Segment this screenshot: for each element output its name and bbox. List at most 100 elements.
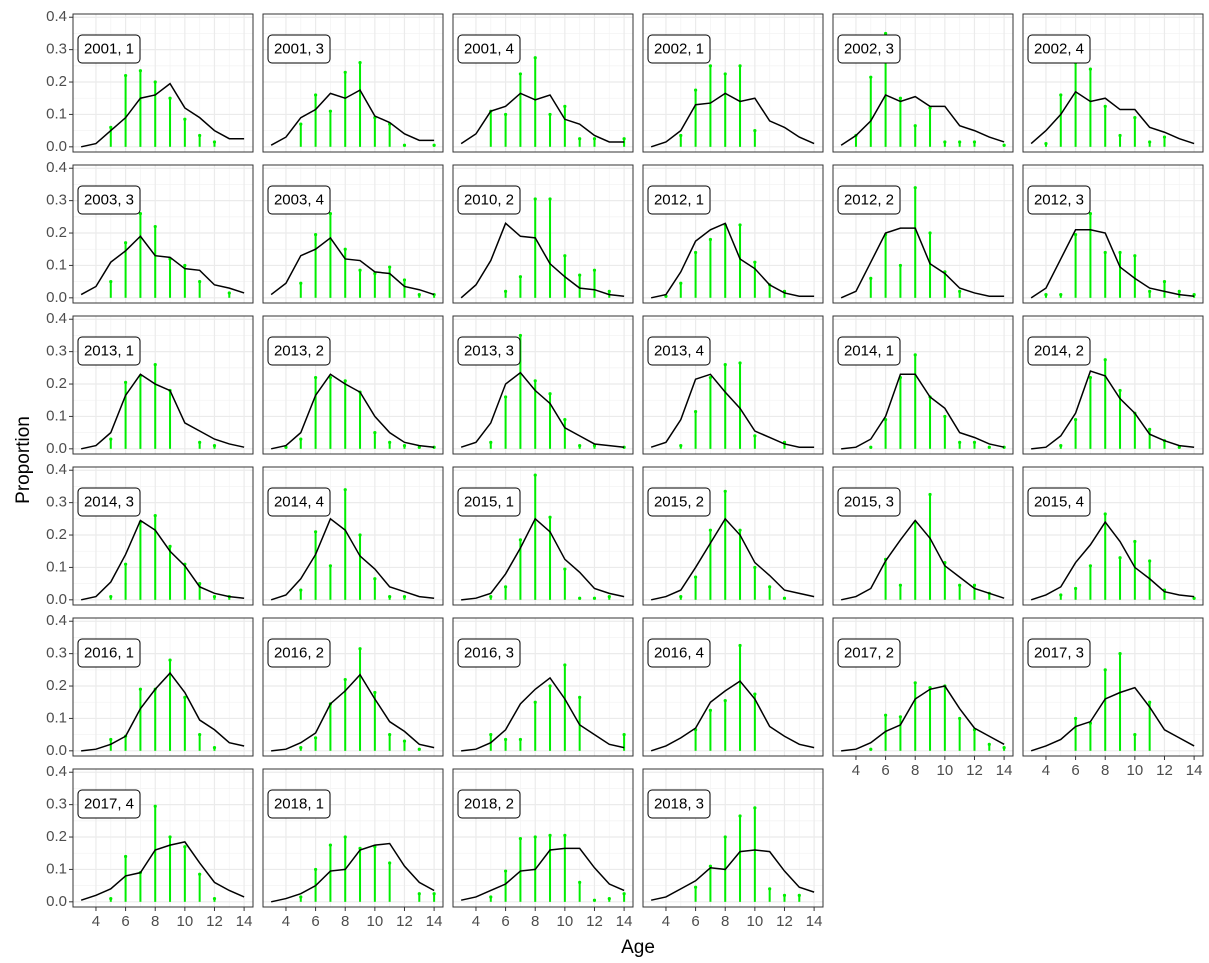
x-tick-label: 6 — [881, 762, 889, 779]
panel-label: 2012, 2 — [844, 191, 894, 208]
spike-tip — [708, 375, 713, 380]
x-tick-label: 4 — [852, 762, 860, 779]
panel: 2017, 3 4 6 8 10 12 14 — [1022, 617, 1204, 779]
panel-border — [72, 768, 254, 908]
y-tick-label: 0.3 — [46, 192, 67, 209]
panel: 2016, 4 — [642, 617, 824, 757]
spike-tip — [1118, 652, 1122, 656]
spike-tip — [958, 140, 962, 144]
panel-border — [262, 13, 444, 153]
spike-tip — [622, 137, 626, 141]
spike-tip — [358, 268, 362, 272]
panel-border — [832, 13, 1014, 153]
panel-border — [452, 466, 634, 606]
expected-line — [80, 373, 245, 450]
panel-border — [642, 617, 824, 757]
spike-tip — [1103, 668, 1107, 672]
panel: 2003, 3 0.0 0.1 0.2 0.3 0.4 — [46, 159, 254, 306]
spike-tip — [432, 143, 436, 147]
spike-tip — [518, 72, 523, 76]
panel-label-box — [457, 34, 521, 64]
spike-tip — [533, 379, 537, 383]
spike-tip — [723, 699, 727, 703]
spike-tip — [109, 594, 113, 599]
panel-label-box — [837, 487, 901, 517]
y-tick-label: 0.1 — [46, 407, 67, 424]
spike-tip — [1148, 140, 1152, 144]
spike-tip — [958, 440, 962, 444]
expected-line — [650, 680, 815, 752]
spike-tip — [913, 124, 917, 128]
expected-line — [840, 94, 1005, 146]
spike-tip — [708, 708, 713, 712]
spike-tip — [1088, 375, 1093, 380]
panel: 2014, 1 — [832, 315, 1014, 455]
expected-line — [1030, 686, 1195, 752]
panel-label-box — [77, 487, 141, 517]
spike-tip — [183, 845, 187, 849]
spike-tip — [198, 280, 202, 284]
panel: 2013, 2 — [262, 315, 444, 455]
spike-tip — [1103, 104, 1107, 108]
x-tick-label: 10 — [1127, 762, 1144, 779]
spike-tip — [388, 265, 392, 269]
spike-tip — [503, 737, 508, 742]
spike-tip — [548, 197, 552, 201]
spike-tip — [183, 263, 187, 268]
spike-tip — [313, 375, 318, 380]
panel-label: 2015, 1 — [464, 493, 514, 510]
panel-border — [1022, 315, 1204, 455]
spike-tip — [1148, 427, 1152, 431]
panel-border — [72, 164, 254, 304]
panel-label-box — [647, 789, 711, 819]
spike-tip — [592, 898, 597, 902]
spike-tip — [883, 713, 888, 717]
panel-label-box — [457, 638, 521, 668]
spike-tip — [212, 745, 217, 750]
spike-tip — [987, 742, 991, 746]
panel: 2018, 2 4 6 8 10 12 14 — [452, 768, 634, 930]
spike-tip — [153, 362, 157, 367]
y-tick-label: 0.4 — [46, 159, 67, 176]
spike-tip — [607, 594, 611, 599]
panel-label-box — [457, 487, 521, 517]
panel-label: 2013, 2 — [274, 342, 324, 359]
spike-tip — [138, 687, 143, 691]
panel-label-box — [647, 336, 711, 366]
expected-line — [80, 235, 245, 296]
spike-tip — [1103, 512, 1107, 516]
y-tick-label: 0.0 — [46, 893, 67, 910]
expected-line — [460, 222, 625, 299]
spike-tip — [343, 488, 347, 492]
spike-tip — [153, 513, 157, 518]
panel-label: 2014, 1 — [844, 342, 894, 359]
spike-tip — [109, 280, 113, 284]
x-tick-label: 10 — [177, 913, 194, 930]
spike-tip — [738, 64, 742, 68]
spike-tip — [1148, 559, 1152, 563]
panel-label: 2012, 1 — [654, 191, 704, 208]
spike-tip — [958, 583, 962, 587]
panel: 2015, 2 — [642, 466, 824, 606]
spike-tip — [1073, 233, 1078, 237]
expected-line — [650, 222, 815, 299]
spike-tip — [1103, 358, 1107, 362]
panel-border — [642, 164, 824, 304]
expected-line — [270, 517, 435, 601]
y-tick-label: 0.4 — [46, 763, 67, 780]
x-tick-label: 12 — [1156, 762, 1173, 779]
spike-tip — [518, 333, 523, 338]
panel-border — [452, 164, 634, 304]
panel: 2016, 3 — [452, 617, 634, 757]
spike-tip — [753, 692, 757, 696]
spike-tip — [622, 733, 626, 737]
y-tick-label: 0.2 — [46, 526, 67, 543]
spike-tip — [503, 869, 508, 873]
spike-tip — [518, 538, 523, 542]
expected-line — [841, 373, 1005, 450]
spike-tip — [679, 133, 683, 138]
spike-tip — [198, 440, 202, 444]
panel-border — [832, 617, 1014, 757]
spike-tip — [578, 880, 582, 884]
